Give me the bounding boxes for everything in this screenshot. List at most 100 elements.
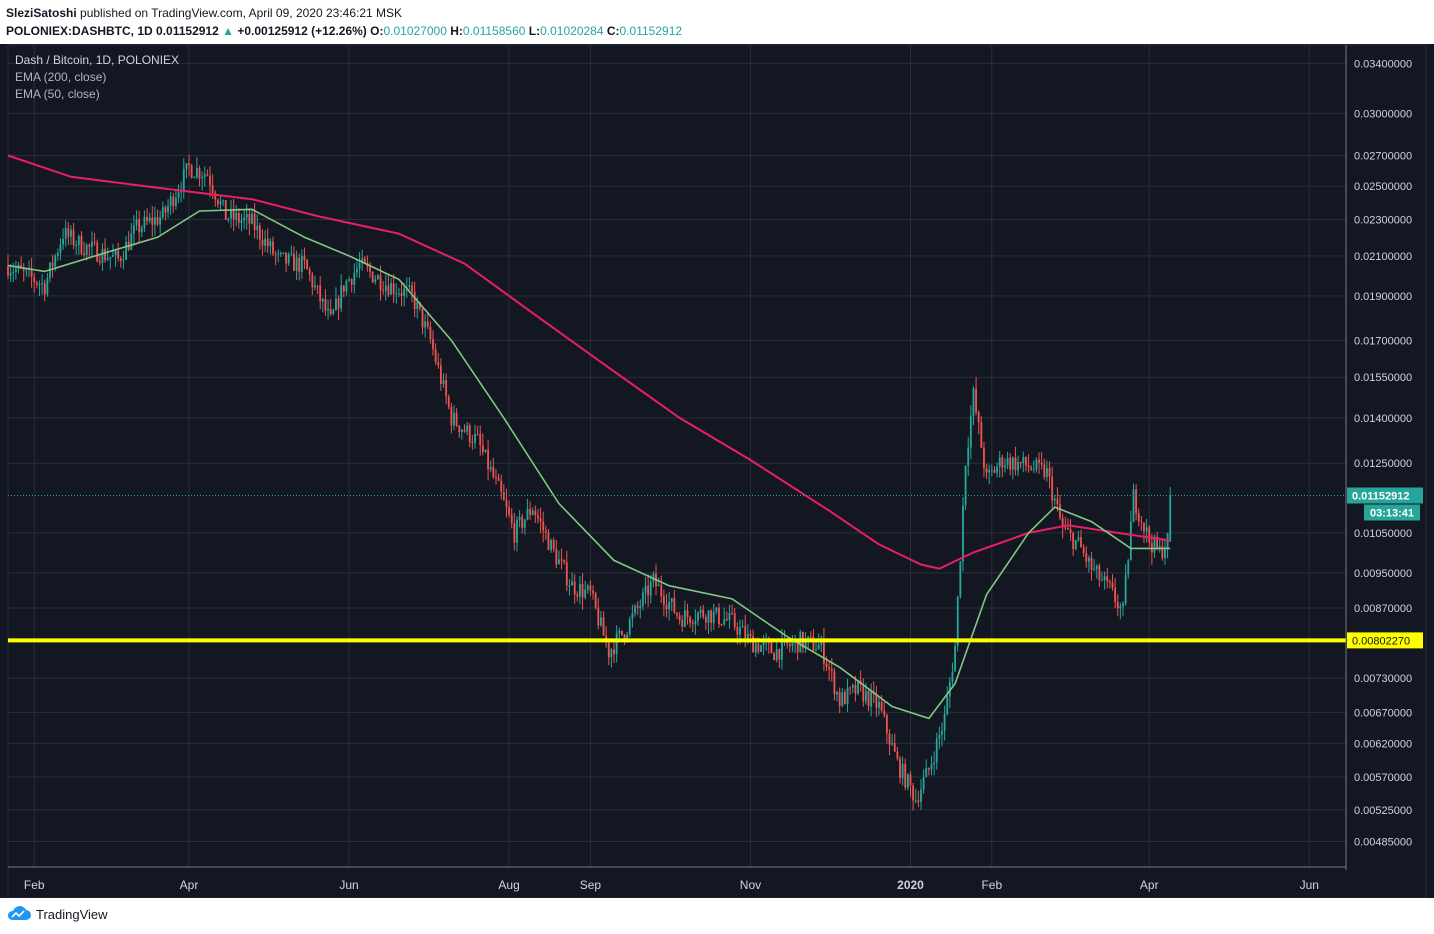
footer-brand[interactable]: TradingView [6,906,108,922]
candle [901,756,904,786]
candle [148,212,151,224]
candle [424,314,427,338]
x-tick-label: Feb [981,878,1002,892]
candle [458,425,461,438]
candle [119,255,122,268]
candle [896,746,899,761]
countdown-tag-bg [1364,504,1420,521]
candle [222,199,225,207]
candle [689,615,692,628]
candle [702,604,705,620]
candle [888,728,891,756]
candle [683,600,686,628]
candle [602,611,605,636]
candle [198,165,201,187]
candle [327,299,329,320]
last-price-tag-bg [1347,487,1423,504]
candle [552,537,555,553]
candle [174,189,177,210]
candle [691,619,694,633]
candle [67,222,70,245]
candle [321,297,324,313]
candle [369,261,371,278]
candle [1004,458,1006,473]
candle [904,758,907,791]
candle [314,275,316,291]
candle [639,599,642,619]
candle [413,281,416,318]
candle [584,581,587,600]
candle [712,603,715,630]
candle [85,243,88,261]
candle [875,685,878,717]
candle [927,767,930,776]
candle [586,583,589,594]
candle [607,641,610,666]
candle [833,667,836,701]
candle [948,676,951,708]
candle [899,755,901,784]
candle [775,641,778,663]
candle [408,277,411,291]
author-name[interactable]: SleziSatoshi [6,6,77,20]
candle [539,507,542,534]
candle [534,505,537,524]
candle [565,550,568,592]
candle [245,204,248,230]
candle [1048,461,1051,489]
candle [555,540,558,569]
candle [1098,563,1101,588]
y-tick-label: 0.01700000 [1354,335,1412,347]
y-tick-label: 0.00670000 [1354,707,1412,719]
open-label: O: [370,24,384,38]
candle [376,273,379,280]
candle [1019,461,1022,469]
candle [1124,564,1127,606]
chart-background [0,44,1434,898]
legend-ema50[interactable]: EMA (50, close) [15,87,100,101]
chart-area[interactable]: 0.03400000 0.03000000 0.02700000 0.02500000… [0,44,1434,899]
ohlc-line: POLONIEX:DASHBTC, 1D 0.01152912 ▲ +0.001… [6,23,682,39]
price-chart[interactable]: 0.03400000 0.03000000 0.02700000 0.02500000… [0,44,1434,899]
candle [329,298,332,317]
candle [1087,555,1090,573]
x-tick-label: Aug [498,878,519,892]
candle [523,518,526,535]
candle [969,405,972,460]
candle [125,236,127,261]
candle [1030,464,1033,471]
candle [279,251,282,258]
candle [138,210,141,243]
candle [392,274,395,303]
candle [1137,508,1140,527]
candle [201,171,204,191]
candle [906,773,909,791]
candle [531,507,534,516]
legend-ema200[interactable]: EMA (200, close) [15,70,106,84]
candle [70,225,72,246]
candle [300,249,303,279]
candle [303,247,306,269]
candle [88,243,91,258]
candle [1064,516,1067,531]
candle [335,287,337,311]
candle [1156,532,1159,551]
candle [219,194,222,211]
candle [466,422,469,436]
candle [977,410,980,435]
candle [253,203,256,239]
candle [1169,486,1172,542]
candle [1009,452,1012,476]
candle [733,608,736,631]
candles [7,154,1172,811]
candle [122,250,125,270]
y-tick-label: 0.01050000 [1354,528,1412,540]
candle [261,229,264,256]
high-label: H: [450,24,463,38]
candle [922,769,925,794]
candle [1119,602,1122,620]
candle [348,276,350,282]
candle [841,688,844,708]
ema200-line [7,154,1171,570]
candle [56,248,59,261]
